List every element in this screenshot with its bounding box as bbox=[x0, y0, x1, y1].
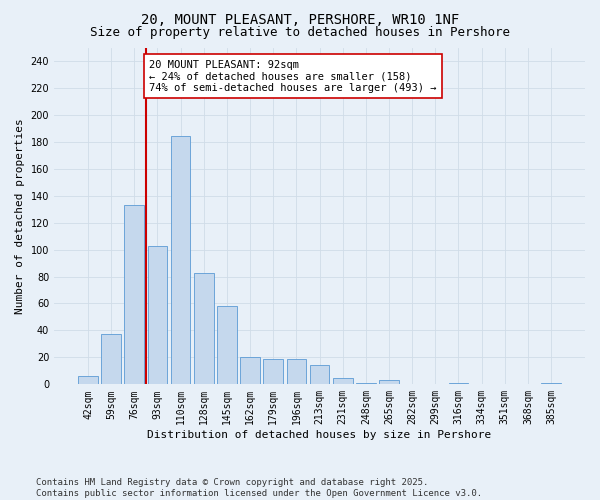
Bar bbox=[333, 378, 353, 384]
Bar bbox=[240, 358, 260, 384]
Bar bbox=[101, 334, 121, 384]
Bar bbox=[449, 383, 468, 384]
Bar bbox=[148, 246, 167, 384]
Text: 20 MOUNT PLEASANT: 92sqm
← 24% of detached houses are smaller (158)
74% of semi-: 20 MOUNT PLEASANT: 92sqm ← 24% of detach… bbox=[149, 60, 437, 93]
Bar bbox=[124, 205, 144, 384]
Bar bbox=[356, 383, 376, 384]
Bar bbox=[263, 358, 283, 384]
Bar bbox=[78, 376, 98, 384]
Text: Size of property relative to detached houses in Pershore: Size of property relative to detached ho… bbox=[90, 26, 510, 39]
Bar bbox=[287, 358, 306, 384]
Bar bbox=[541, 383, 561, 384]
Bar bbox=[171, 136, 190, 384]
Bar bbox=[379, 380, 399, 384]
Bar bbox=[217, 306, 237, 384]
Bar bbox=[310, 366, 329, 384]
Y-axis label: Number of detached properties: Number of detached properties bbox=[15, 118, 25, 314]
Text: 20, MOUNT PLEASANT, PERSHORE, WR10 1NF: 20, MOUNT PLEASANT, PERSHORE, WR10 1NF bbox=[141, 12, 459, 26]
X-axis label: Distribution of detached houses by size in Pershore: Distribution of detached houses by size … bbox=[148, 430, 491, 440]
Bar bbox=[194, 272, 214, 384]
Text: Contains HM Land Registry data © Crown copyright and database right 2025.
Contai: Contains HM Land Registry data © Crown c… bbox=[36, 478, 482, 498]
